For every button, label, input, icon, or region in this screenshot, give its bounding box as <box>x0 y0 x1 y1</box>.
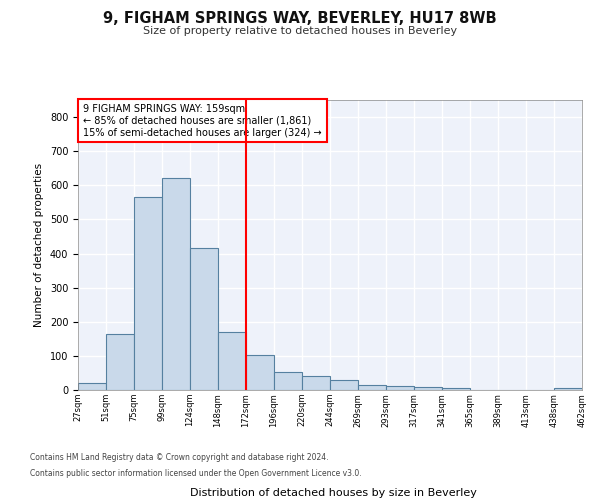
Text: 9, FIGHAM SPRINGS WAY, BEVERLEY, HU17 8WB: 9, FIGHAM SPRINGS WAY, BEVERLEY, HU17 8W… <box>103 11 497 26</box>
Text: Contains public sector information licensed under the Open Government Licence v3: Contains public sector information licen… <box>30 468 362 477</box>
Bar <box>78 383 106 390</box>
Bar <box>134 197 162 390</box>
Text: Size of property relative to detached houses in Beverley: Size of property relative to detached ho… <box>143 26 457 36</box>
Bar <box>106 334 134 390</box>
Y-axis label: Number of detached properties: Number of detached properties <box>34 163 44 327</box>
Bar <box>554 388 582 390</box>
Text: Distribution of detached houses by size in Beverley: Distribution of detached houses by size … <box>190 488 476 498</box>
Text: Contains HM Land Registry data © Crown copyright and database right 2024.: Contains HM Land Registry data © Crown c… <box>30 454 329 462</box>
Bar <box>190 248 218 390</box>
Bar <box>358 385 386 390</box>
Bar <box>162 178 190 390</box>
Bar <box>302 376 330 390</box>
Bar <box>414 386 442 390</box>
Bar <box>274 372 302 390</box>
Bar <box>218 332 246 390</box>
Bar <box>442 388 470 390</box>
Bar <box>386 386 414 390</box>
Bar <box>246 355 274 390</box>
Bar <box>330 380 358 390</box>
Text: 9 FIGHAM SPRINGS WAY: 159sqm
← 85% of detached houses are smaller (1,861)
15% of: 9 FIGHAM SPRINGS WAY: 159sqm ← 85% of de… <box>83 104 322 138</box>
